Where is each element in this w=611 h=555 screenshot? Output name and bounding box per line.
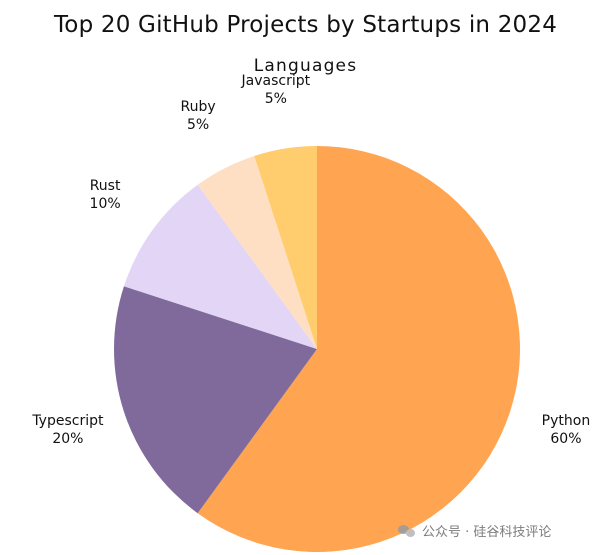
- chart-title: Top 20 GitHub Projects by Startups in 20…: [53, 12, 558, 38]
- slice-percent: 20%: [52, 430, 84, 447]
- slice-name: Python: [541, 412, 591, 429]
- slice-name: Javascript: [241, 73, 311, 90]
- pie-slice-rust: [123, 184, 317, 349]
- slice-label-javascript: Javascript 5%: [242, 72, 311, 108]
- chart-subtitle: Languages: [253, 56, 358, 76]
- pie-slice-javascript: [254, 146, 317, 349]
- slice-percent: 5%: [187, 116, 210, 133]
- watermark-text: 公众号 · 硅谷科技评论: [422, 525, 552, 540]
- slice-percent: 5%: [264, 91, 287, 108]
- slice-label-typescript: Typescript 20%: [32, 412, 103, 448]
- pie-slice-typescript: [114, 286, 318, 514]
- slice-percent: 10%: [89, 196, 121, 212]
- pie-slice-python: [197, 146, 521, 552]
- slice-label-ruby: Ruby 5%: [181, 98, 216, 134]
- slice-name: Rust: [89, 178, 121, 194]
- slice-label-rust: Rust 10%: [90, 177, 121, 213]
- slice-label-python: Python 60%: [542, 412, 591, 448]
- watermark: 公众号 · 硅谷科技评论: [398, 521, 551, 540]
- slice-percent: 60%: [550, 430, 582, 447]
- pie-slice-ruby: [197, 155, 317, 349]
- slice-name: Typescript: [32, 412, 104, 429]
- wechat-icon: [398, 524, 416, 538]
- slice-name: Ruby: [180, 98, 216, 115]
